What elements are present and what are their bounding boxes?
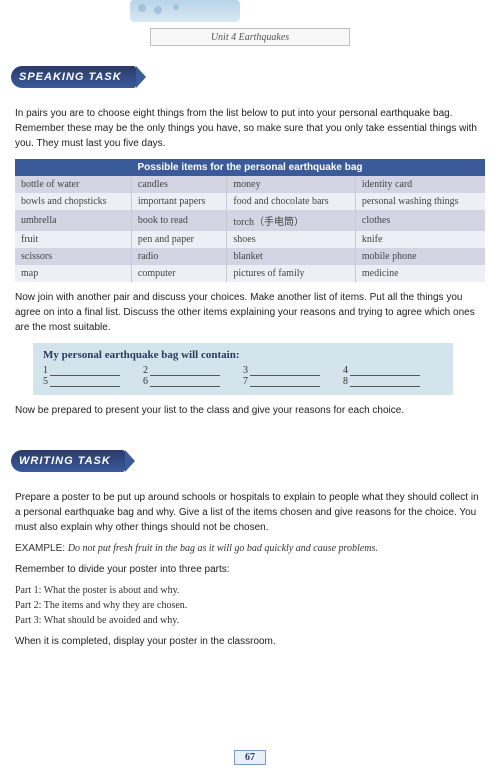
item-cell: money — [227, 176, 355, 193]
poster-part-1: Part 1: What the poster is about and why… — [15, 585, 485, 596]
item-cell: medicine — [355, 265, 485, 282]
example-label: EXAMPLE: — [15, 543, 68, 554]
table-row: scissors radio blanket mobile phone — [15, 248, 485, 265]
item-cell: radio — [131, 248, 227, 265]
page-content: SPEAKING TASK In pairs you are to choose… — [0, 0, 500, 649]
table-header: Possible items for the personal earthqua… — [15, 159, 485, 176]
table-row: fruit pen and paper shoes knife — [15, 231, 485, 248]
bag-slot: 4 — [343, 365, 443, 376]
item-cell: candles — [131, 176, 227, 193]
item-cell: knife — [355, 231, 485, 248]
table-row: bowls and chopsticks important papers fo… — [15, 193, 485, 210]
item-cell: shoes — [227, 231, 355, 248]
item-cell: food and chocolate bars — [227, 193, 355, 210]
item-cell: mobile phone — [355, 248, 485, 265]
item-cell: blanket — [227, 248, 355, 265]
item-cell: important papers — [131, 193, 227, 210]
item-cell: identity card — [355, 176, 485, 193]
poster-part-2: Part 2: The items and why they are chose… — [15, 600, 485, 611]
bag-row-2: 5 6 7 8 — [43, 376, 443, 387]
speaking-para2: Now join with another pair and discuss y… — [15, 290, 485, 335]
bag-row-1: 1 2 3 4 — [43, 365, 443, 376]
bag-slot: 8 — [343, 376, 443, 387]
item-cell: computer — [131, 265, 227, 282]
remember-line: Remember to divide your poster into thre… — [15, 562, 485, 577]
personal-bag-box: My personal earthquake bag will contain:… — [33, 343, 453, 395]
item-cell: personal washing things — [355, 193, 485, 210]
item-cell: bottle of water — [15, 176, 131, 193]
item-cell: map — [15, 265, 131, 282]
item-cell: pictures of family — [227, 265, 355, 282]
item-cell: umbrella — [15, 210, 131, 231]
bag-slot: 3 — [243, 365, 343, 376]
writing-intro: Prepare a poster to be put up around sch… — [15, 490, 485, 535]
table-row: umbrella book to read torch（手电筒） clothes — [15, 210, 485, 231]
poster-part-3: Part 3: What should be avoided and why. — [15, 615, 485, 626]
possible-items-table: Possible items for the personal earthqua… — [15, 159, 485, 282]
speaking-close: Now be prepared to present your list to … — [15, 403, 485, 418]
bag-slot: 2 — [143, 365, 243, 376]
item-cell: book to read — [131, 210, 227, 231]
unit-header: Unit 4 Earthquakes — [150, 28, 350, 46]
bag-slot: 5 — [43, 376, 143, 387]
item-cell: bowls and chopsticks — [15, 193, 131, 210]
item-cell: clothes — [355, 210, 485, 231]
writing-task-banner: WRITING TASK — [11, 450, 125, 472]
item-cell: fruit — [15, 231, 131, 248]
table-row: map computer pictures of family medicine — [15, 265, 485, 282]
example-line: EXAMPLE: Do not put fresh fruit in the b… — [15, 543, 485, 554]
bag-slot: 1 — [43, 365, 143, 376]
writing-close: When it is completed, display your poste… — [15, 634, 485, 649]
bag-title: My personal earthquake bag will contain: — [43, 349, 443, 361]
item-cell: torch（手电筒） — [227, 210, 355, 231]
table-row: bottle of water candles money identity c… — [15, 176, 485, 193]
decorative-water-graphic — [130, 0, 240, 22]
item-cell: scissors — [15, 248, 131, 265]
example-text: Do not put fresh fruit in the bag as it … — [68, 543, 378, 554]
speaking-intro: In pairs you are to choose eight things … — [15, 106, 485, 151]
bag-slot: 6 — [143, 376, 243, 387]
bag-slot: 7 — [243, 376, 343, 387]
speaking-task-banner: SPEAKING TASK — [11, 66, 136, 88]
table-body: bottle of water candles money identity c… — [15, 176, 485, 282]
item-cell: pen and paper — [131, 231, 227, 248]
page-number: 67 — [234, 750, 266, 765]
